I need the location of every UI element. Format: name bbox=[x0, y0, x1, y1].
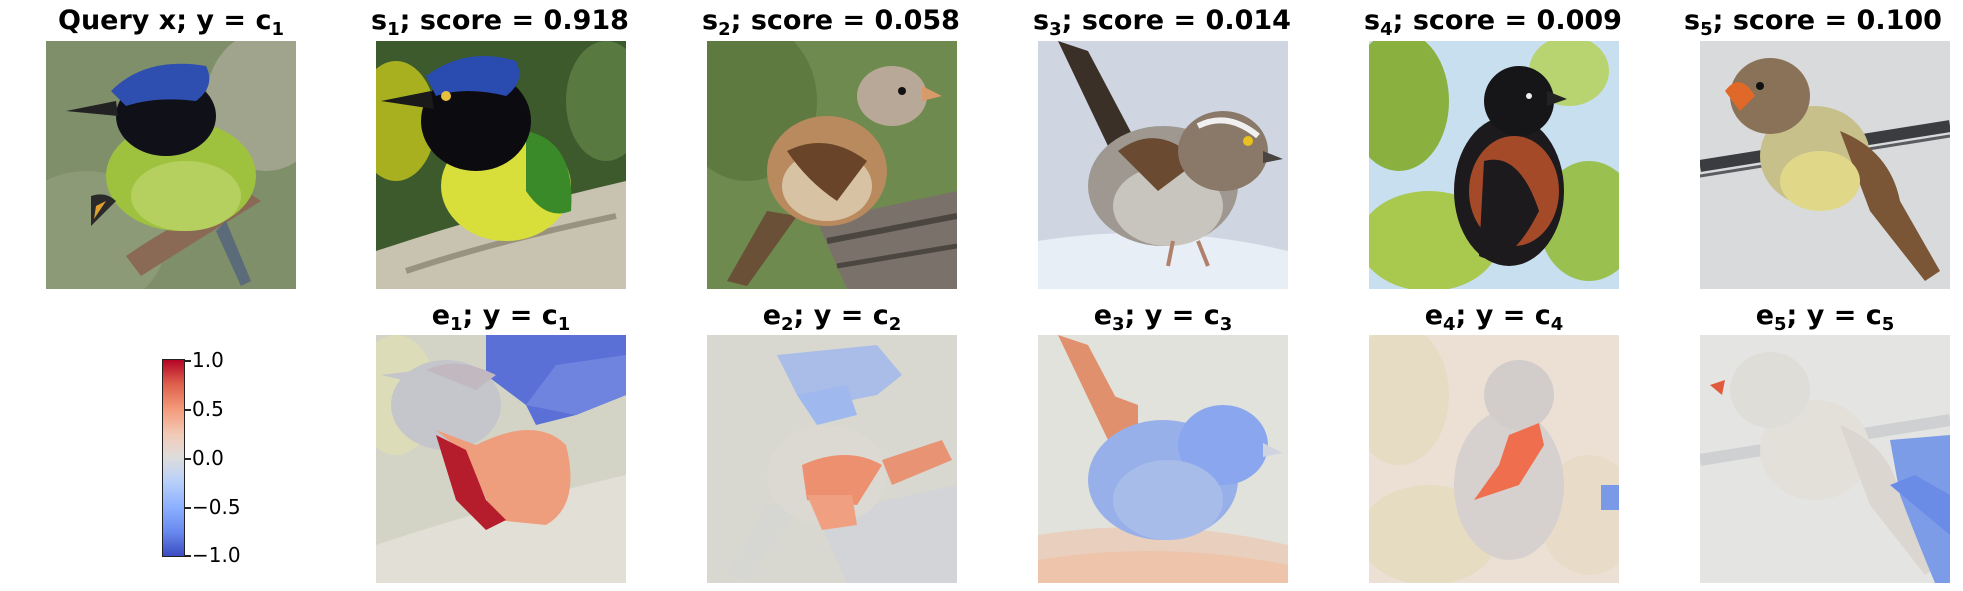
query-image bbox=[46, 41, 296, 289]
colorbar-tick-mark bbox=[184, 555, 191, 557]
explanation-title-4: e4; y = c4 bbox=[1424, 300, 1564, 336]
colorbar-tick-mark bbox=[184, 458, 191, 460]
colorbar-tick-mark bbox=[184, 507, 191, 509]
explanation-title-5: e5; y = c5 bbox=[1755, 300, 1895, 336]
explanation-heatmap-3 bbox=[1038, 335, 1288, 583]
explanation-title-2: e2; y = c2 bbox=[762, 300, 902, 336]
colorbar-tick-label: 1.0 bbox=[192, 348, 224, 372]
sample-title-1: s1; score = 0.918 bbox=[371, 5, 629, 41]
explanation-heatmap-1 bbox=[376, 335, 626, 583]
sample-title-5: s5; score = 0.100 bbox=[1684, 5, 1942, 41]
colorbar-tick-mark bbox=[184, 409, 191, 411]
colorbar-tick-label: −0.5 bbox=[192, 495, 241, 519]
colorbar-tick-mark bbox=[184, 360, 191, 362]
explanation-heatmap-2 bbox=[707, 335, 957, 583]
sample-image-1 bbox=[376, 41, 626, 289]
sample-title-3: s3; score = 0.014 bbox=[1033, 5, 1291, 41]
sample-image-2 bbox=[707, 41, 957, 289]
explanation-heatmap-5 bbox=[1700, 335, 1950, 583]
sample-title-4: s4; score = 0.009 bbox=[1364, 5, 1622, 41]
colorbar-tick-label: −1.0 bbox=[192, 543, 241, 567]
explanation-heatmap-4 bbox=[1369, 335, 1619, 583]
sample-image-4 bbox=[1369, 41, 1619, 289]
sample-title-2: s2; score = 0.058 bbox=[702, 5, 960, 41]
colorbar bbox=[162, 359, 185, 557]
colorbar-tick-label: 0.0 bbox=[192, 446, 224, 470]
sample-image-5 bbox=[1700, 41, 1950, 289]
colorbar-tick-label: 0.5 bbox=[192, 397, 224, 421]
sample-image-3 bbox=[1038, 41, 1288, 289]
explanation-title-1: e1; y = c1 bbox=[431, 300, 571, 336]
query-title: Query x; y = c1 bbox=[58, 5, 284, 41]
explanation-title-3: e3; y = c3 bbox=[1093, 300, 1233, 336]
